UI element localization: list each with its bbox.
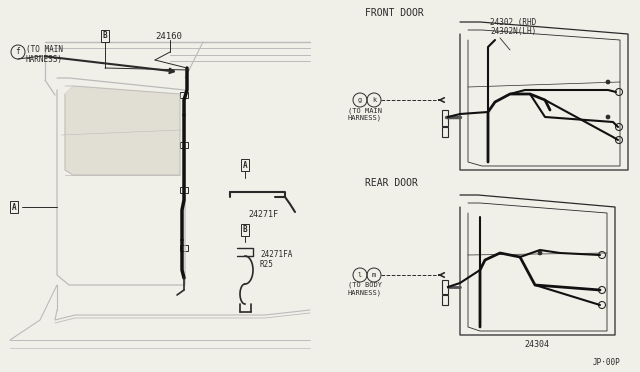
Circle shape (538, 251, 542, 255)
Bar (442, 110, 448, 126)
Text: FRONT DOOR: FRONT DOOR (365, 8, 424, 18)
Text: m: m (372, 272, 376, 278)
Text: f: f (16, 48, 20, 57)
Bar (180, 142, 188, 148)
Circle shape (606, 80, 610, 84)
Text: 24271FA: 24271FA (260, 250, 292, 259)
Text: k: k (372, 97, 376, 103)
Text: (TO MAIN
HARNESS): (TO MAIN HARNESS) (26, 45, 63, 64)
Text: R25: R25 (260, 260, 274, 269)
Text: l: l (358, 272, 362, 278)
Text: (TO MAIN
HARNESS): (TO MAIN HARNESS) (348, 107, 382, 121)
Text: B: B (243, 225, 247, 234)
Circle shape (606, 115, 610, 119)
Text: 24302N(LH): 24302N(LH) (490, 27, 536, 36)
Bar (442, 295, 448, 305)
Text: JP·00P: JP·00P (592, 358, 620, 367)
Text: (TO BODY
HARNESS): (TO BODY HARNESS) (348, 282, 382, 296)
Bar (180, 187, 188, 193)
Text: 24271F: 24271F (248, 210, 278, 219)
Text: 24302 (RHD: 24302 (RHD (490, 18, 536, 27)
Bar (180, 92, 188, 98)
Text: A: A (12, 202, 16, 212)
Text: 24160: 24160 (155, 32, 182, 41)
Text: 24304: 24304 (525, 340, 550, 349)
Bar (180, 245, 188, 251)
Text: B: B (102, 32, 108, 41)
Polygon shape (65, 86, 180, 175)
Bar (442, 127, 448, 137)
Text: A: A (243, 160, 247, 170)
Text: REAR DOOR: REAR DOOR (365, 178, 418, 188)
Text: g: g (358, 97, 362, 103)
Bar (442, 280, 448, 294)
